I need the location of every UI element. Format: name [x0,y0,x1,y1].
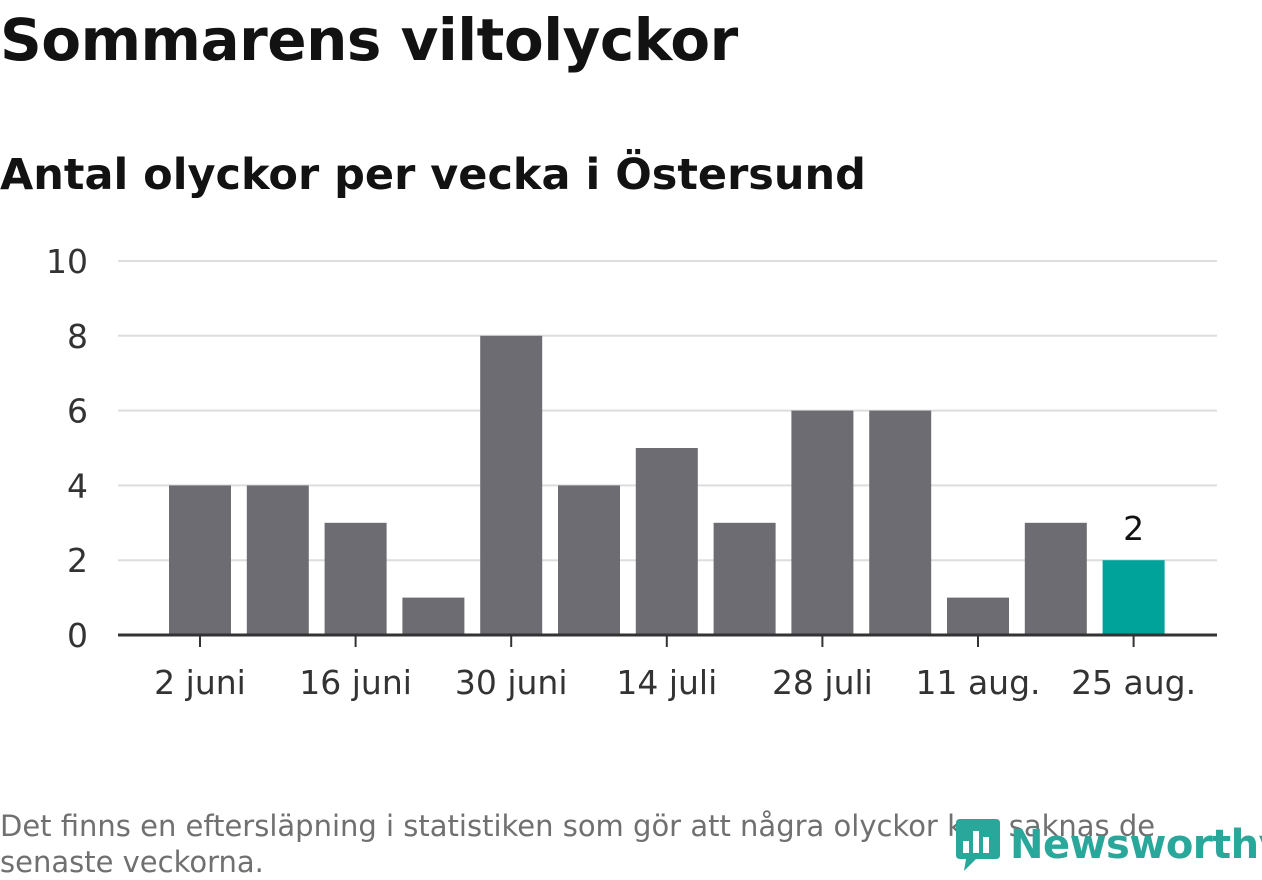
bar [169,485,231,635]
newsworthy-logo-icon [956,819,1000,871]
bar [402,597,465,635]
x-tick-label: 2 juni [154,663,246,702]
bar [246,485,309,635]
y-tick-label: 10 [46,242,88,281]
chart-title: Sommarens viltolyckor [0,6,738,74]
y-tick-label: 8 [67,317,88,356]
bar [1024,522,1087,635]
y-tick-label: 4 [67,466,88,505]
y-tick-label: 2 [67,541,88,580]
chart-subtitle: Antal olyckor per vecka i Östersund [0,150,866,200]
newsworthy-logo: Newsworthy [952,815,1262,875]
x-tick-label: 14 juli [616,663,717,702]
y-tick-label: 0 [67,616,88,655]
newsworthy-logo-text: Newsworthy [1010,822,1262,868]
x-tick-label: 16 juni [299,663,412,702]
bar [1102,560,1165,635]
bar-chart: 0 2 4 6 8 10 2 2 juni 16 juni 30 juni 14 juli 28 ju… [46,242,1217,702]
x-tick-label: 11 aug. [915,663,1040,702]
x-tick-label: 28 juli [772,663,873,702]
bar [324,522,387,635]
bar [480,335,543,635]
bar [791,410,854,635]
x-tick-label: 25 aug. [1071,663,1196,702]
data-label: 2 [1123,509,1144,548]
bar [558,485,620,635]
y-tick-label: 6 [67,392,88,431]
bar [635,448,698,635]
bar [713,522,776,635]
bar [869,410,932,635]
bar [947,597,1009,635]
x-tick-label: 30 juni [455,663,568,702]
